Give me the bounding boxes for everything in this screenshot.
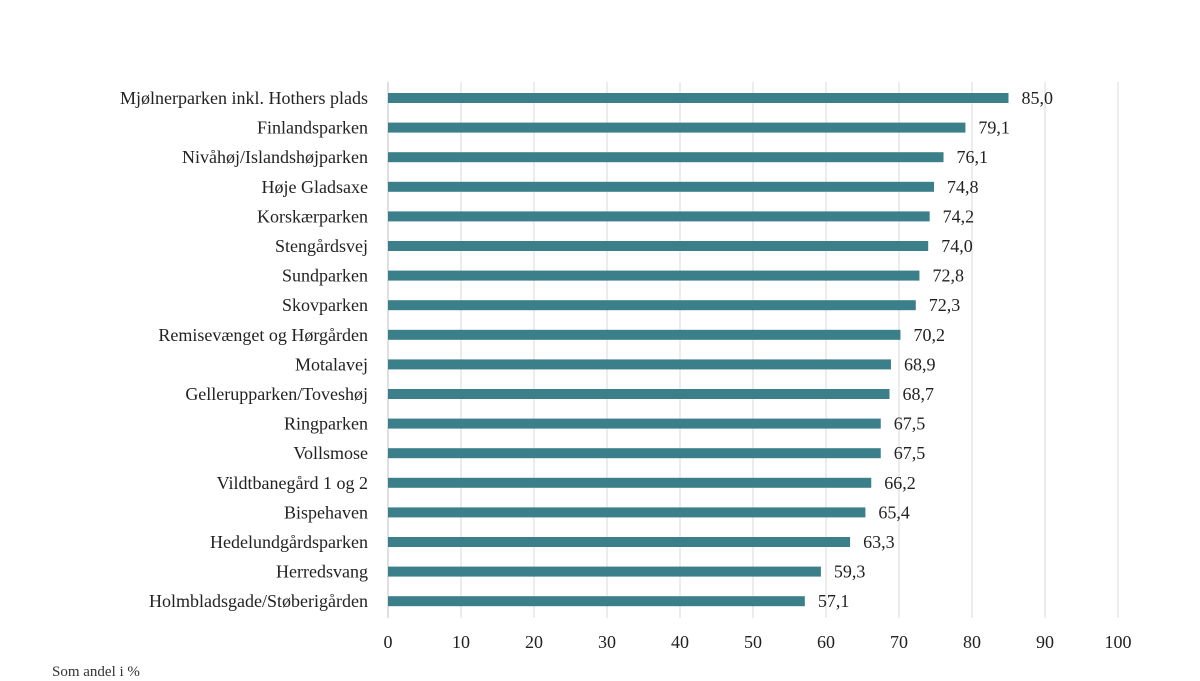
x-tick-label: 80 — [963, 632, 981, 652]
x-tick-label: 100 — [1105, 632, 1132, 652]
value-label: 85,0 — [1022, 88, 1054, 108]
category-label: Bispehaven — [284, 502, 368, 522]
bar — [388, 418, 881, 429]
bar — [388, 300, 916, 311]
bar — [388, 181, 935, 192]
bar — [388, 211, 930, 222]
category-label: Holmbladsgade/Støberigården — [149, 591, 368, 611]
value-label: 74,8 — [947, 177, 979, 197]
category-label: Vollsmose — [293, 443, 368, 463]
bar — [388, 596, 805, 607]
bar — [388, 537, 851, 547]
bars — [388, 93, 1009, 607]
value-label: 74,2 — [943, 206, 975, 226]
x-tick-label: 0 — [384, 632, 393, 652]
x-tick-label: 70 — [890, 632, 908, 652]
bar — [388, 152, 944, 163]
category-label: Høje Gladsaxe — [262, 177, 368, 197]
x-tick-label: 90 — [1036, 632, 1054, 652]
value-label: 67,5 — [894, 414, 926, 434]
value-label: 63,3 — [863, 532, 895, 552]
bar — [388, 329, 901, 340]
value-labels: 85,0 79,1 76,1 74,8 74,2 74,0 72,8 72,3 70,2 68,9… — [818, 88, 1053, 611]
value-label: 72,8 — [932, 266, 964, 286]
bar — [388, 93, 1009, 103]
source-note: Som andel i % — [52, 664, 140, 680]
category-label: Herredsvang — [276, 562, 368, 582]
category-label: Hedelundgårdsparken — [210, 532, 368, 552]
bar — [388, 270, 920, 281]
x-tick-label: 10 — [452, 632, 470, 652]
category-label: Nivåhøj/Islandshøjparken — [182, 147, 368, 167]
value-label: 57,1 — [818, 591, 850, 611]
category-label: Remisevænget og Hørgården — [158, 325, 368, 345]
category-label: Motalavej — [295, 354, 368, 374]
category-label: Skovparken — [282, 295, 368, 315]
x-tick-label: 40 — [671, 632, 689, 652]
x-tick-label: 30 — [598, 632, 616, 652]
category-labels: Mjølnerparken inkl. Hothers plads Finland… — [120, 88, 368, 611]
category-label: Vildtbanegård 1 og 2 — [217, 473, 368, 493]
category-label: Stengårdsvej — [275, 236, 368, 256]
value-label: 68,7 — [903, 384, 935, 404]
value-label: 67,5 — [894, 443, 926, 463]
value-label: 66,2 — [884, 473, 916, 493]
bar — [388, 477, 872, 488]
value-label: 65,4 — [878, 502, 910, 522]
bar — [388, 359, 891, 370]
bar — [388, 566, 821, 577]
x-tick-label: 20 — [525, 632, 543, 652]
gridlines — [387, 82, 1119, 618]
bar — [388, 507, 866, 518]
value-label: 76,1 — [957, 147, 989, 167]
bar — [388, 448, 881, 459]
category-label: Gellerupparken/Toveshøj — [185, 384, 368, 404]
bar — [388, 122, 966, 133]
value-label: 74,0 — [941, 236, 973, 256]
value-label: 72,3 — [929, 295, 961, 315]
category-label: Mjølnerparken inkl. Hothers plads — [120, 88, 368, 108]
value-label: 70,2 — [913, 325, 945, 345]
category-label: Korskærparken — [257, 206, 368, 226]
category-label: Finlandsparken — [257, 118, 368, 138]
bar — [388, 389, 890, 399]
value-label: 79,1 — [978, 118, 1010, 138]
bar — [388, 241, 929, 251]
value-label: 59,3 — [834, 562, 866, 582]
x-tick-label: 50 — [744, 632, 762, 652]
category-label: Ringparken — [284, 414, 368, 434]
x-tick-label: 60 — [817, 632, 835, 652]
category-label: Sundparken — [282, 266, 368, 286]
value-label: 68,9 — [904, 354, 936, 374]
x-axis-ticks: 0 10 20 30 40 50 60 70 80 90 100 — [384, 632, 1132, 652]
